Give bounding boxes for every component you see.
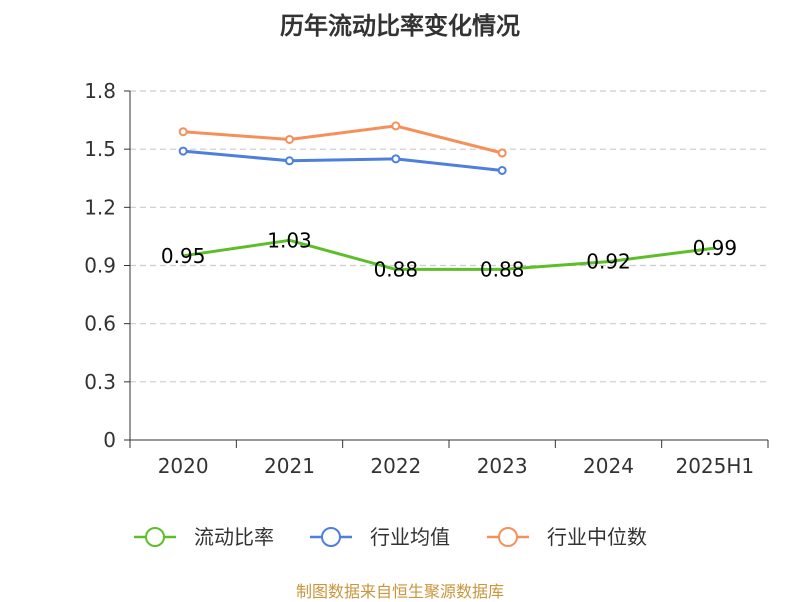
data-label: 1.03 (267, 228, 312, 252)
x-tick-label: 2025H1 (675, 454, 754, 478)
legend-marker (498, 527, 518, 547)
y-tick-label: 0.9 (84, 254, 116, 278)
legend-marker (145, 527, 165, 547)
data-label: 0.88 (480, 257, 525, 281)
data-point (178, 127, 188, 137)
data-label: 0.92 (586, 250, 631, 274)
x-tick-label: 2023 (477, 454, 528, 478)
data-point (178, 146, 188, 156)
series-line (183, 149, 503, 172)
data-point (497, 165, 507, 175)
x-tick-label: 2020 (158, 454, 209, 478)
data-label: 0.88 (374, 257, 419, 281)
chart-title: 历年流动比率变化情况 (280, 12, 520, 40)
data-point (285, 134, 294, 144)
y-tick-label: 1.8 (84, 79, 116, 103)
y-tick-label: 0.3 (84, 370, 116, 394)
data-label: 0.99 (693, 236, 738, 260)
y-tick-label: 0.6 (84, 312, 116, 336)
data-point (391, 121, 401, 131)
x-tick-label: 2021 (264, 454, 315, 478)
series-line (182, 238, 715, 271)
legend-marker (321, 527, 341, 547)
data-point (391, 154, 401, 164)
data-label: 0.95 (161, 244, 206, 268)
y-tick-label: 1.5 (84, 137, 116, 161)
y-tick-label: 0 (103, 428, 116, 452)
data-point (497, 148, 507, 158)
y-tick-label: 1.2 (84, 195, 116, 219)
source-note: 制图数据来自恒生聚源数据库 (295, 582, 504, 601)
series-line (183, 124, 503, 155)
legend-label: 行业中位数 (547, 525, 647, 549)
data-point (285, 156, 294, 166)
x-tick-label: 2024 (583, 454, 634, 478)
legend-label: 流动比率 (194, 525, 274, 549)
x-tick-label: 2022 (370, 454, 421, 478)
legend-label: 行业均值 (370, 525, 450, 549)
